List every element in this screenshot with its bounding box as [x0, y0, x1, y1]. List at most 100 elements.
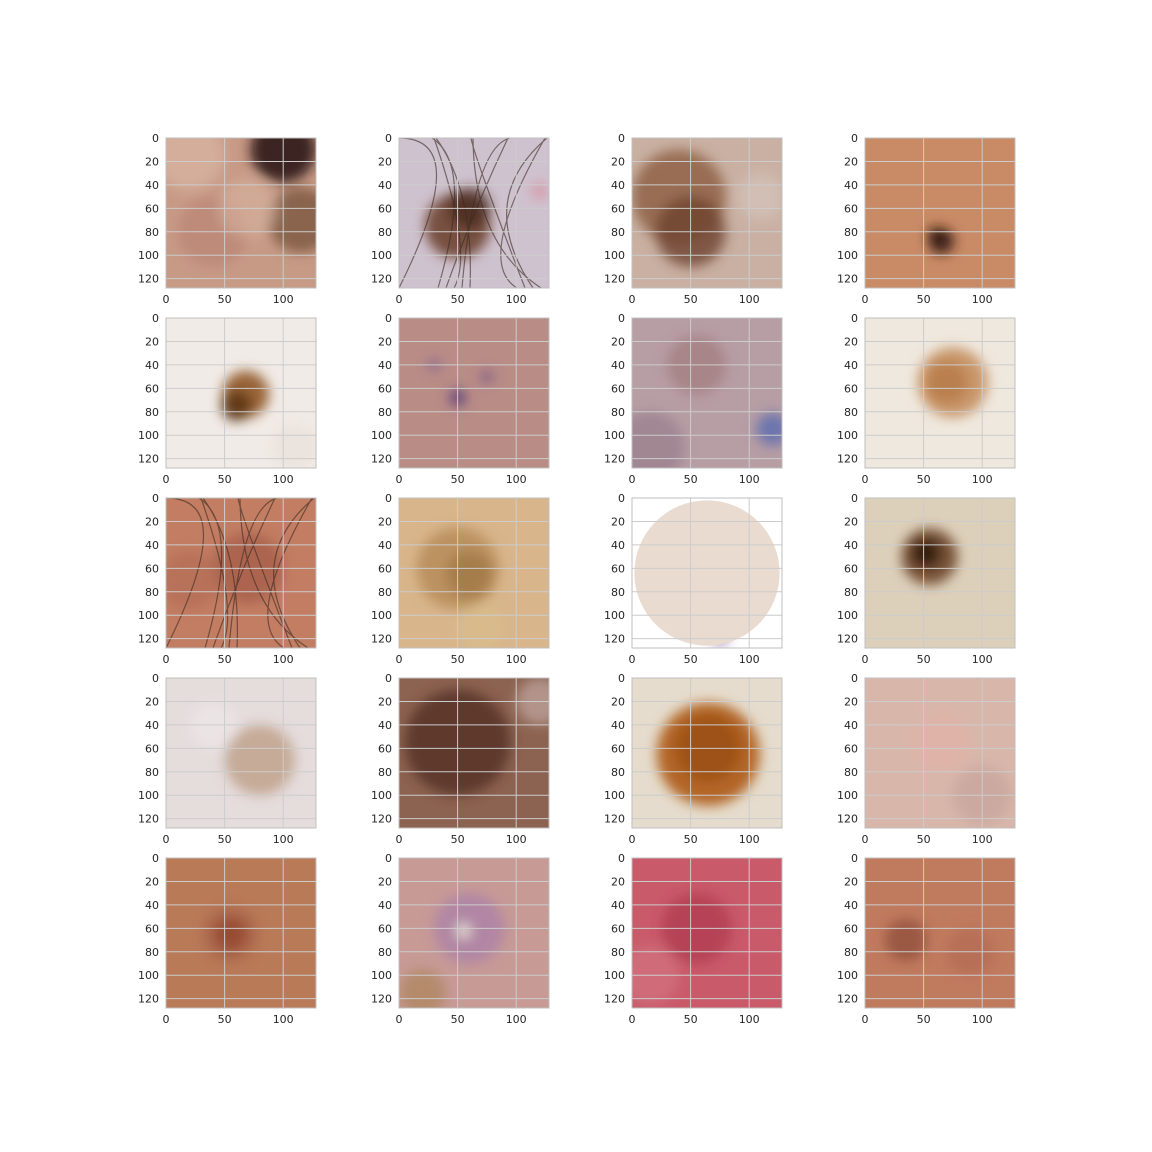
y-tick-label: 0	[851, 672, 858, 685]
y-tick-label: 20	[378, 515, 392, 528]
x-tick-label: 50	[451, 293, 465, 306]
x-tick-label: 50	[218, 1013, 232, 1026]
y-tick-label: 20	[611, 335, 625, 348]
image-panel: 0 50 100 0 20 40 60 80 100 120	[371, 492, 550, 666]
image-panel: 0 50 100 0 20 40 60 80 100 120	[837, 672, 1016, 846]
y-tick-label: 120	[138, 453, 159, 466]
y-tick-label: 100	[371, 609, 392, 622]
y-tick-label: 60	[378, 202, 392, 215]
image-panel: 0 50 100 0 20 40 60 80 100 120	[371, 132, 550, 306]
x-tick-label: 100	[273, 293, 294, 306]
lesion-image	[166, 678, 316, 828]
y-tick-label: 60	[145, 382, 159, 395]
y-tick-label: 80	[611, 946, 625, 959]
x-tick-label: 0	[862, 1013, 869, 1026]
x-tick-label: 50	[451, 1013, 465, 1026]
y-tick-label: 100	[604, 969, 625, 982]
axes-frame	[631, 677, 783, 829]
y-tick-label: 120	[837, 993, 858, 1006]
y-tick-label: 100	[604, 249, 625, 262]
y-tick-label: 20	[844, 695, 858, 708]
image-panel: 0 50 100 0 20 40 60 80 100 120	[604, 852, 783, 1026]
x-tick-label: 0	[396, 1013, 403, 1026]
x-tick-label: 50	[218, 653, 232, 666]
x-tick-label: 100	[506, 293, 527, 306]
image-panel: 0 50 100 0 20 40 60 80 100 120	[837, 492, 1016, 666]
y-tick-label: 0	[385, 492, 392, 505]
y-tick-label: 40	[611, 539, 625, 552]
y-tick-label: 120	[837, 633, 858, 646]
image-panel: 0 50 100 0 20 40 60 80 100 120	[371, 312, 550, 486]
y-tick-label: 80	[611, 586, 625, 599]
x-tick-label: 50	[684, 653, 698, 666]
y-tick-label: 60	[611, 202, 625, 215]
axes-frame	[864, 857, 1016, 1009]
x-tick-label: 100	[273, 473, 294, 486]
y-tick-label: 120	[837, 813, 858, 826]
grid-lines	[864, 857, 1015, 1008]
axes-frame	[165, 857, 317, 1009]
y-tick-label: 0	[385, 672, 392, 685]
y-tick-label: 40	[611, 359, 625, 372]
x-tick-label: 0	[629, 473, 636, 486]
x-tick-label: 50	[917, 1013, 931, 1026]
y-tick-label: 40	[611, 719, 625, 732]
y-tick-label: 80	[844, 406, 858, 419]
x-tick-label: 50	[684, 293, 698, 306]
x-tick-label: 50	[917, 473, 931, 486]
y-tick-label: 40	[145, 179, 159, 192]
y-tick-label: 80	[611, 766, 625, 779]
y-tick-label: 40	[378, 179, 392, 192]
x-tick-label: 0	[163, 293, 170, 306]
x-tick-label: 0	[163, 1013, 170, 1026]
y-tick-label: 0	[851, 852, 858, 865]
y-tick-label: 40	[145, 539, 159, 552]
image-panel: 0 50 100 0 20 40 60 80 100 120	[604, 132, 783, 306]
x-tick-label: 50	[218, 293, 232, 306]
x-tick-label: 0	[396, 833, 403, 846]
y-tick-label: 20	[844, 875, 858, 888]
y-tick-label: 120	[604, 993, 625, 1006]
y-tick-label: 0	[385, 852, 392, 865]
y-tick-label: 20	[844, 335, 858, 348]
y-tick-label: 80	[378, 226, 392, 239]
y-tick-label: 80	[844, 946, 858, 959]
y-tick-label: 60	[378, 382, 392, 395]
axes-frame	[398, 857, 550, 1009]
y-tick-label: 40	[378, 539, 392, 552]
y-tick-label: 60	[611, 742, 625, 755]
x-tick-label: 0	[163, 653, 170, 666]
x-tick-label: 50	[917, 653, 931, 666]
axes-frame	[864, 677, 1016, 829]
y-tick-label: 0	[618, 312, 625, 325]
x-tick-label: 50	[451, 833, 465, 846]
y-tick-label: 80	[145, 766, 159, 779]
y-tick-label: 40	[611, 899, 625, 912]
x-tick-label: 100	[273, 833, 294, 846]
axes-frame	[165, 497, 317, 649]
y-tick-label: 0	[618, 852, 625, 865]
lesion-image	[166, 858, 316, 1008]
axes-frame	[398, 677, 550, 829]
y-tick-label: 80	[844, 766, 858, 779]
image-panel: 0 50 100 0 20 40 60 80 100 120	[604, 672, 783, 846]
axes-frame	[864, 137, 1016, 289]
y-tick-label: 100	[371, 249, 392, 262]
y-tick-label: 40	[844, 719, 858, 732]
lesion-image	[632, 138, 782, 288]
x-tick-label: 0	[629, 293, 636, 306]
axes-frame	[165, 317, 317, 469]
lesion-image	[399, 318, 549, 468]
axes-frame	[398, 497, 550, 649]
y-tick-label: 120	[138, 273, 159, 286]
y-tick-label: 20	[145, 155, 159, 168]
y-tick-label: 20	[844, 515, 858, 528]
x-tick-label: 50	[218, 833, 232, 846]
y-tick-label: 40	[844, 179, 858, 192]
y-tick-label: 0	[618, 132, 625, 145]
y-tick-label: 100	[837, 429, 858, 442]
y-tick-label: 60	[378, 562, 392, 575]
x-tick-label: 100	[972, 293, 993, 306]
axes-frame	[864, 497, 1016, 649]
